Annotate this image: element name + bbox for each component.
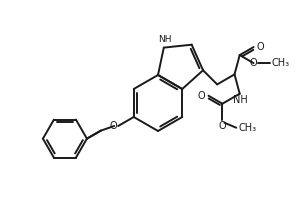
Text: O: O xyxy=(256,42,264,52)
Text: O: O xyxy=(198,91,206,101)
Text: CH₃: CH₃ xyxy=(238,123,256,133)
Text: NH: NH xyxy=(158,35,172,44)
Text: NH: NH xyxy=(233,95,248,105)
Text: O: O xyxy=(110,121,117,131)
Text: O: O xyxy=(218,121,226,131)
Text: CH₃: CH₃ xyxy=(271,58,290,68)
Text: O: O xyxy=(250,58,257,68)
